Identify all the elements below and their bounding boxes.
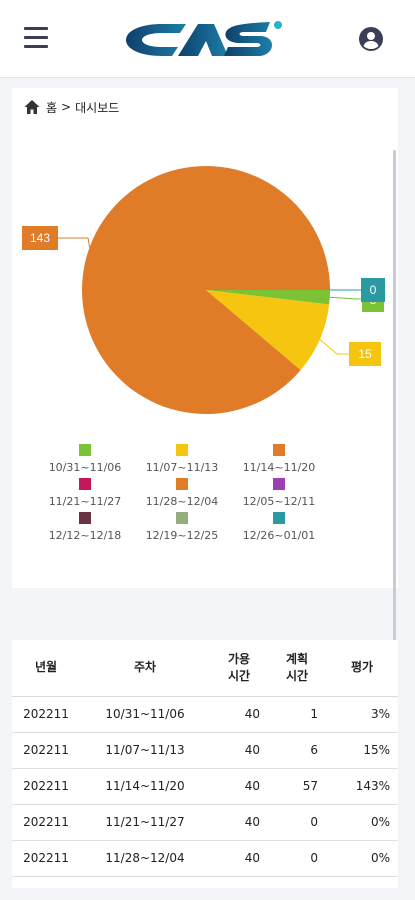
legend-item[interactable]: 11/28~12/04 — [122, 478, 242, 508]
legend-swatch — [273, 478, 285, 490]
cell-evaluation: 3% — [326, 696, 398, 733]
scrollbar[interactable] — [393, 150, 396, 740]
top-bar — [0, 0, 415, 78]
table-row[interactable]: 202211 11/14~11/20 40 57 143% — [12, 768, 398, 805]
data-label-3-leader-line — [329, 296, 362, 300]
cell-available-hours: 40 — [210, 732, 268, 769]
col-header-week[interactable]: 주차 — [80, 640, 210, 697]
cell-week: 10/31~11/06 — [80, 696, 210, 733]
breadcrumb: 홈 > 대시보드 — [24, 97, 119, 117]
logo-dot-icon — [274, 21, 282, 29]
cell-evaluation: 0% — [326, 804, 398, 841]
cell-yearmonth: 202211 — [12, 696, 80, 733]
pie-slice-10/31~11/06[interactable] — [206, 290, 330, 305]
cell-yearmonth: 202211 — [12, 768, 80, 805]
cell-available-hours: 40 — [210, 804, 268, 841]
cell-yearmonth: 202211 — [12, 840, 80, 877]
cell-planned-hours: 0 — [268, 804, 326, 841]
cell-available-hours: 40 — [210, 696, 268, 733]
legend-swatch — [273, 444, 285, 456]
home-icon[interactable] — [24, 99, 40, 115]
data-label-15-box — [349, 342, 381, 366]
cell-planned-hours: 0 — [268, 840, 326, 877]
legend-item[interactable]: 12/12~12/18 — [25, 512, 145, 542]
data-label-0: 0 — [370, 283, 377, 297]
legend-label: 12/12~12/18 — [48, 529, 122, 542]
legend-item[interactable]: 10/31~11/06 — [25, 444, 145, 474]
legend-item[interactable]: 11/21~11/27 — [25, 478, 145, 508]
legend-label: 10/31~11/06 — [48, 461, 122, 474]
header-text-line: 계획 — [285, 651, 309, 666]
col-header-evaluation[interactable]: 평가 — [326, 640, 398, 697]
table-row[interactable]: 202211 11/28~12/04 40 0 0% — [12, 840, 398, 877]
legend-swatch — [273, 512, 285, 524]
cell-evaluation: 143% — [326, 768, 398, 805]
legend-label: 11/14~11/20 — [242, 461, 316, 474]
legend-swatch — [79, 512, 91, 524]
header-text-line: 가용 — [227, 651, 251, 666]
header-text-line: 시간 — [285, 668, 309, 683]
pie-slice-11/14~11/20[interactable] — [82, 166, 331, 414]
cell-planned-hours: 1 — [268, 696, 326, 733]
legend-swatch — [176, 478, 188, 490]
legend-label: 11/28~12/04 — [145, 495, 219, 508]
cell-available-hours: 40 — [210, 840, 268, 877]
legend-label: 12/05~12/11 — [242, 495, 316, 508]
breadcrumb-home[interactable]: 홈 — [46, 100, 58, 115]
user-circle-icon[interactable] — [359, 27, 383, 51]
pie-slice-11/07~11/13[interactable] — [206, 290, 330, 371]
legend-label: 11/07~11/13 — [145, 461, 219, 474]
breadcrumb-separator: > — [61, 100, 72, 114]
cell-week: 11/21~11/27 — [80, 804, 210, 841]
cell-evaluation: 15% — [326, 732, 398, 769]
breadcrumb-current: 대시보드 — [75, 100, 120, 115]
pie-chart: 3151430 — [22, 166, 385, 414]
data-label-143: 143 — [30, 231, 50, 245]
weekly-table: 년월 주차 가용 시간 계획 시간 평가 202211 10/31~11/06 40 1 3… — [12, 640, 398, 888]
hamburger-menu-icon[interactable] — [24, 27, 48, 49]
data-label-0-box — [361, 278, 385, 302]
cell-week: 11/07~11/13 — [80, 732, 210, 769]
legend-item[interactable]: 11/14~11/20 — [219, 444, 339, 474]
legend-item[interactable]: 11/07~11/13 — [122, 444, 242, 474]
legend-label: 12/19~12/25 — [145, 529, 219, 542]
legend-item[interactable]: 12/26~01/01 — [219, 512, 339, 542]
legend-swatch — [176, 512, 188, 524]
legend-label: 12/26~01/01 — [242, 529, 316, 542]
legend-label: 11/21~11/27 — [48, 495, 122, 508]
legend-swatch — [79, 444, 91, 456]
cell-yearmonth: 202211 — [12, 804, 80, 841]
table-row[interactable]: 202211 10/31~11/06 40 1 3% — [12, 696, 398, 733]
table-row[interactable]: 202211 11/21~11/27 40 0 0% — [12, 804, 398, 841]
col-header-yearmonth[interactable]: 년월 — [12, 640, 80, 697]
header-text-line: 시간 — [227, 668, 251, 683]
cell-yearmonth: 202211 — [12, 732, 80, 769]
cell-week: 11/14~11/20 — [80, 768, 210, 805]
cell-week: 11/28~12/04 — [80, 840, 210, 877]
data-label-15-leader-line — [319, 339, 349, 355]
data-label-143-leader-line — [58, 237, 91, 248]
legend-swatch — [176, 444, 188, 456]
app-logo[interactable] — [120, 14, 285, 64]
cell-planned-hours: 6 — [268, 732, 326, 769]
legend-item[interactable]: 12/19~12/25 — [122, 512, 242, 542]
cell-planned-hours: 57 — [268, 768, 326, 805]
data-label-143-box — [22, 226, 58, 250]
legend-item[interactable]: 12/05~12/11 — [219, 478, 339, 508]
cell-evaluation: 0% — [326, 840, 398, 877]
legend-swatch — [79, 478, 91, 490]
cell-available-hours: 40 — [210, 768, 268, 805]
data-label-15: 15 — [358, 347, 372, 361]
table-row[interactable]: 202211 11/07~11/13 40 6 15% — [12, 732, 398, 769]
